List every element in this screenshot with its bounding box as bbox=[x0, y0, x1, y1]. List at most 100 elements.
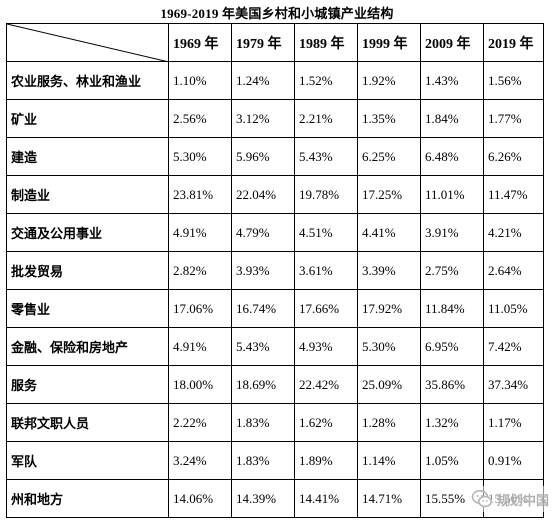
table-cell: 3.12% bbox=[231, 99, 295, 138]
table-cell: 22.42% bbox=[294, 365, 358, 404]
table-cell: 16.74% bbox=[231, 289, 295, 328]
table-cell: 1.14% bbox=[357, 441, 421, 480]
watermark-text: 规划中国 bbox=[497, 493, 550, 509]
table-cell: 1.43% bbox=[420, 61, 484, 100]
table-cell: 25.09% bbox=[357, 365, 421, 404]
table-cell: 1.56% bbox=[483, 61, 544, 100]
table-cell: 2.82% bbox=[168, 251, 232, 290]
row-label: 金融、保险和房地产 bbox=[6, 327, 169, 366]
table-cell: 4.91% bbox=[168, 327, 232, 366]
table-row: 服务 18.00% 18.69% 22.42% 25.09% 35.86% 37.34% bbox=[6, 365, 544, 404]
table-row: 交通及公用事业 4.91% 4.79% 4.51% 4.41% 3.91% 4.21% bbox=[6, 213, 544, 252]
table-cell: 4.79% bbox=[231, 213, 295, 252]
table-cell: 11.05% bbox=[483, 289, 544, 328]
table-cell: 23.81% bbox=[168, 175, 232, 214]
table-cell: 11.84% bbox=[420, 289, 484, 328]
table-cell: 35.86% bbox=[420, 365, 484, 404]
table-row: 军队 3.24% 1.83% 1.89% 1.14% 1.05% 0.91% bbox=[6, 441, 544, 480]
header-row: 1969 年 1979 年 1989 年 1999 年 2009 年 2019 … bbox=[6, 23, 544, 62]
table-cell: 14.71% bbox=[357, 479, 421, 518]
table-row: 金融、保险和房地产 4.91% 5.43% 4.93% 5.30% 6.95% 7.42% bbox=[6, 327, 544, 366]
table-cell: 2.56% bbox=[168, 99, 232, 138]
table-cell: 4.91% bbox=[168, 213, 232, 252]
table-cell: 6.26% bbox=[483, 137, 544, 176]
table-cell: 3.24% bbox=[168, 441, 232, 480]
table-cell: 3.61% bbox=[294, 251, 358, 290]
table-cell: 17.92% bbox=[357, 289, 421, 328]
table-cell: 3.93% bbox=[231, 251, 295, 290]
table-cell: 0.91% bbox=[483, 441, 544, 480]
row-label: 服务 bbox=[6, 365, 169, 404]
table-cell: 1.05% bbox=[420, 441, 484, 480]
row-label: 矿业 bbox=[6, 99, 169, 138]
table-cell: 2.64% bbox=[483, 251, 544, 290]
column-header: 1999 年 bbox=[357, 23, 421, 62]
table-cell: 1.89% bbox=[294, 441, 358, 480]
table-cell: 6.25% bbox=[357, 137, 421, 176]
table-cell: 18.00% bbox=[168, 365, 232, 404]
table-cell: 18.69% bbox=[231, 365, 295, 404]
table-cell: 4.51% bbox=[294, 213, 358, 252]
row-label: 军队 bbox=[6, 441, 169, 480]
table-cell: 4.21% bbox=[483, 213, 544, 252]
table-cell: 4.93% bbox=[294, 327, 358, 366]
table-cell: 17.25% bbox=[357, 175, 421, 214]
table-cell: 5.43% bbox=[231, 327, 295, 366]
column-header: 2009 年 bbox=[420, 23, 484, 62]
table-cell: 2.21% bbox=[294, 99, 358, 138]
table-row: 矿业 2.56% 3.12% 2.21% 1.35% 1.84% 1.77% bbox=[6, 99, 544, 138]
corner-cell bbox=[6, 23, 169, 62]
column-header: 2019 年 bbox=[483, 23, 544, 62]
watermark: 规划中国 bbox=[467, 486, 554, 512]
table-cell: 1.84% bbox=[420, 99, 484, 138]
row-label: 农业服务、林业和渔业 bbox=[6, 61, 169, 100]
column-header: 1989 年 bbox=[294, 23, 358, 62]
table-cell: 1.24% bbox=[231, 61, 295, 100]
table-cell: 6.48% bbox=[420, 137, 484, 176]
table-cell: 2.22% bbox=[168, 403, 232, 442]
table-cell: 14.41% bbox=[294, 479, 358, 518]
table-cell: 1.62% bbox=[294, 403, 358, 442]
table-cell: 1.83% bbox=[231, 441, 295, 480]
row-label: 零售业 bbox=[6, 289, 169, 328]
row-label: 制造业 bbox=[6, 175, 169, 214]
table-cell: 17.06% bbox=[168, 289, 232, 328]
table-row: 制造业 23.81% 22.04% 19.78% 17.25% 11.01% 11.47% bbox=[6, 175, 544, 214]
table-cell: 11.01% bbox=[420, 175, 484, 214]
table-cell: 1.32% bbox=[420, 403, 484, 442]
table-cell: 1.92% bbox=[357, 61, 421, 100]
table-cell: 14.39% bbox=[231, 479, 295, 518]
table-cell: 22.04% bbox=[231, 175, 295, 214]
table-body: 农业服务、林业和渔业 1.10% 1.24% 1.52% 1.92% 1.43% 1.56%… bbox=[6, 61, 544, 518]
table-row: 零售业 17.06% 16.74% 17.66% 17.92% 11.84% 11.05% bbox=[6, 289, 544, 328]
row-label: 批发贸易 bbox=[6, 251, 169, 290]
table-cell: 1.35% bbox=[357, 99, 421, 138]
table-cell: 3.39% bbox=[357, 251, 421, 290]
table-cell: 4.41% bbox=[357, 213, 421, 252]
table-cell: 1.52% bbox=[294, 61, 358, 100]
table-row: 建造 5.30% 5.96% 5.43% 6.25% 6.48% 6.26% bbox=[6, 137, 544, 176]
table-cell: 5.30% bbox=[357, 327, 421, 366]
column-header: 1979 年 bbox=[231, 23, 295, 62]
table-cell: 1.28% bbox=[357, 403, 421, 442]
table-cell: 7.42% bbox=[483, 327, 544, 366]
table-cell: 19.78% bbox=[294, 175, 358, 214]
table-row: 批发贸易 2.82% 3.93% 3.61% 3.39% 2.75% 2.64% bbox=[6, 251, 544, 290]
table-row: 联邦文职人员 2.22% 1.83% 1.62% 1.28% 1.32% 1.17% bbox=[6, 403, 544, 442]
table-cell: 37.34% bbox=[483, 365, 544, 404]
table-cell: 17.66% bbox=[294, 289, 358, 328]
table-cell: 1.10% bbox=[168, 61, 232, 100]
table-cell: 1.17% bbox=[483, 403, 544, 442]
row-label: 交通及公用事业 bbox=[6, 213, 169, 252]
table-cell: 1.83% bbox=[231, 403, 295, 442]
table-cell: 5.96% bbox=[231, 137, 295, 176]
table-cell: 5.30% bbox=[168, 137, 232, 176]
table-cell: 1.77% bbox=[483, 99, 544, 138]
table-cell: 3.91% bbox=[420, 213, 484, 252]
table-cell: 5.43% bbox=[294, 137, 358, 176]
table-cell: 14.06% bbox=[168, 479, 232, 518]
table-row: 农业服务、林业和渔业 1.10% 1.24% 1.52% 1.92% 1.43% 1.56% bbox=[6, 61, 544, 100]
diagonal-divider bbox=[7, 24, 165, 61]
table-title: 1969-2019 年美国乡村和小城镇产业结构 bbox=[160, 6, 394, 21]
industry-structure-table: 1969 年 1979 年 1989 年 1999 年 2009 年 2019 … bbox=[6, 23, 544, 518]
